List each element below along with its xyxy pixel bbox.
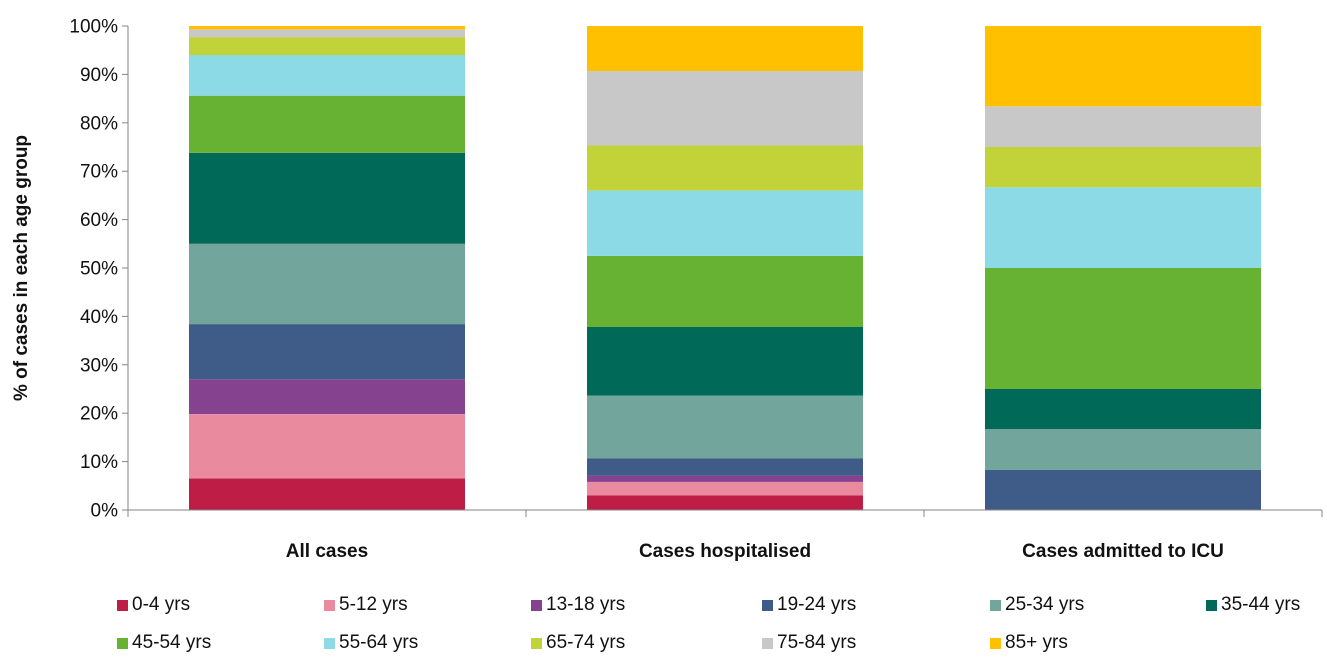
bar-segment-1-9 [587,71,863,146]
bar-segment-1-8 [587,145,863,191]
bar-segment-2-5 [985,389,1261,430]
bar-segment-0-8 [189,37,465,55]
bar-segment-0-7 [189,55,465,96]
bar-segment-1-0 [587,495,863,510]
x-tick-label: All cases [286,541,368,562]
axes-layer: All cases Cases hospitalised Cases admitte… [69,17,1323,562]
bar-segment-0-6 [189,95,465,153]
bar-segment-2-7 [985,187,1261,268]
bar-segment-0-4 [189,243,465,325]
bar-segment-2-10 [985,26,1261,107]
bar-segment-0-5 [189,152,465,244]
y-tick-label: 50% [80,259,118,280]
bar-segment-1-5 [587,327,863,396]
y-tick-label: 40% [80,307,118,328]
x-tick-label: Cases admitted to ICU [1022,541,1224,562]
bar-segment-1-2 [587,475,863,482]
bar-segment-0-1 [189,414,465,479]
bar-segment-1-10 [587,26,863,71]
y-axis-label: % of cases in each age group [11,135,32,401]
bar-segment-0-10 [189,26,465,30]
x-tick-label: Cases hospitalised [639,541,811,562]
y-tick-label: 80% [80,113,118,134]
y-tick-label: 30% [80,355,118,376]
bar-segment-2-8 [985,147,1261,188]
y-tick-label: 100% [69,17,118,38]
y-tick-label: 90% [80,65,118,86]
bar-segment-0-9 [189,29,465,38]
bar-segment-0-0 [189,478,465,510]
bar-segment-1-3 [587,458,863,476]
bar-segment-1-7 [587,190,863,256]
bar-segment-1-1 [587,481,863,496]
y-tick-label: 0% [91,501,119,522]
y-tick-label: 20% [80,404,118,425]
bar-segment-2-4 [985,429,1261,470]
bar-segment-0-3 [189,324,465,380]
bar-segment-2-9 [985,106,1261,147]
bar-segment-1-6 [587,255,863,327]
y-tick-label: 10% [80,452,118,473]
y-tick-label: 60% [80,210,118,231]
bar-segment-0-2 [189,379,465,415]
bar-segment-1-4 [587,395,863,459]
bar-segment-2-6 [985,268,1261,389]
bars-layer [189,26,1261,510]
bar-segment-2-3 [985,469,1261,510]
y-tick-label: 70% [80,162,118,183]
